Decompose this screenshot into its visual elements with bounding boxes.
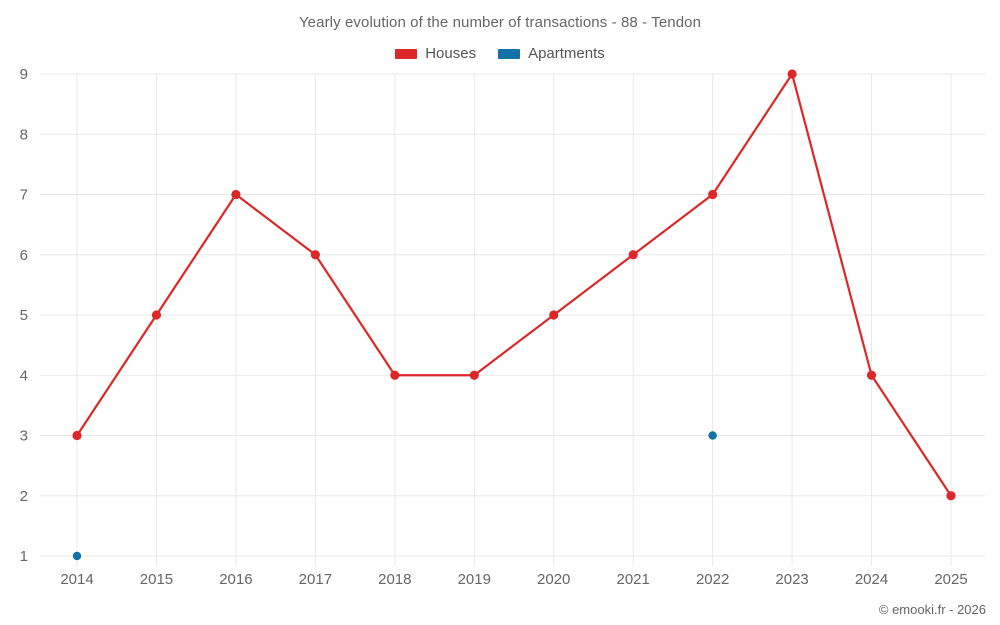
y-axis-tick-labels: 1 2 3 4 5 6 7 8 9 (20, 66, 28, 565)
data-point-houses[interactable] (549, 310, 559, 320)
x-axis-tick-label: 2019 (458, 571, 491, 588)
data-point-houses[interactable] (628, 250, 638, 260)
data-point-houses[interactable] (231, 189, 241, 200)
y-axis-tick-label: 5 (20, 307, 28, 324)
x-axis-tick-label: 2015 (140, 571, 173, 588)
x-axis-tick-label: 2023 (775, 571, 808, 588)
data-point-apartments[interactable] (72, 551, 82, 561)
x-axis-tick-label: 2018 (378, 571, 411, 588)
x-axis-tick-label: 2014 (60, 571, 93, 588)
y-axis-tick-label: 3 (20, 428, 28, 445)
y-axis-tick-label: 1 (20, 548, 28, 565)
legend-label-apartments: Apartments (528, 45, 605, 62)
x-axis-tick-label: 2020 (537, 571, 570, 588)
y-axis-tick-label: 4 (20, 367, 28, 384)
y-axis-tick-label: 8 (20, 126, 28, 143)
x-axis-tick-labels: 2014 2015 2016 2017 2018 2019 2020 2021 2022 2023… (60, 571, 967, 588)
grid-lines (40, 73, 985, 566)
data-point-houses[interactable] (72, 430, 82, 441)
legend-swatch-houses (395, 48, 418, 59)
legend-item-houses[interactable]: Houses (395, 45, 476, 62)
footer-credit: © emooki.fr - 2026 (878, 602, 986, 617)
y-axis-tick-label: 9 (20, 66, 28, 83)
chart-legend: Houses Apartments (0, 45, 1000, 62)
x-axis-tick-label: 2022 (696, 571, 729, 588)
data-point-apartments[interactable] (708, 431, 717, 440)
x-axis-tick-label: 2025 (934, 571, 967, 588)
x-axis-tick-label: 2024 (855, 571, 888, 588)
legend-item-apartments[interactable]: Apartments (498, 45, 605, 62)
x-axis-tick-label: 2017 (299, 571, 332, 588)
chart-title: Yearly evolution of the number of transa… (298, 14, 702, 31)
data-series-layer (72, 69, 956, 561)
y-axis-tick-label: 7 (20, 187, 28, 204)
data-point-houses[interactable] (469, 370, 479, 380)
data-point-houses[interactable] (310, 250, 320, 260)
data-point-houses[interactable] (787, 69, 797, 79)
data-point-houses[interactable] (390, 370, 400, 380)
data-point-houses[interactable] (866, 370, 877, 380)
y-axis-tick-label: 6 (20, 247, 28, 264)
legend-swatch-apartments (498, 48, 521, 59)
y-axis-tick-label: 2 (20, 488, 28, 505)
x-axis-tick-label: 2016 (219, 571, 252, 588)
legend-label-houses: Houses (425, 45, 477, 62)
x-axis-tick-label: 2021 (616, 571, 649, 588)
series-line-houses (75, 72, 953, 497)
data-point-houses[interactable] (946, 491, 956, 501)
data-point-houses[interactable] (708, 189, 718, 200)
data-point-houses[interactable] (151, 310, 162, 320)
